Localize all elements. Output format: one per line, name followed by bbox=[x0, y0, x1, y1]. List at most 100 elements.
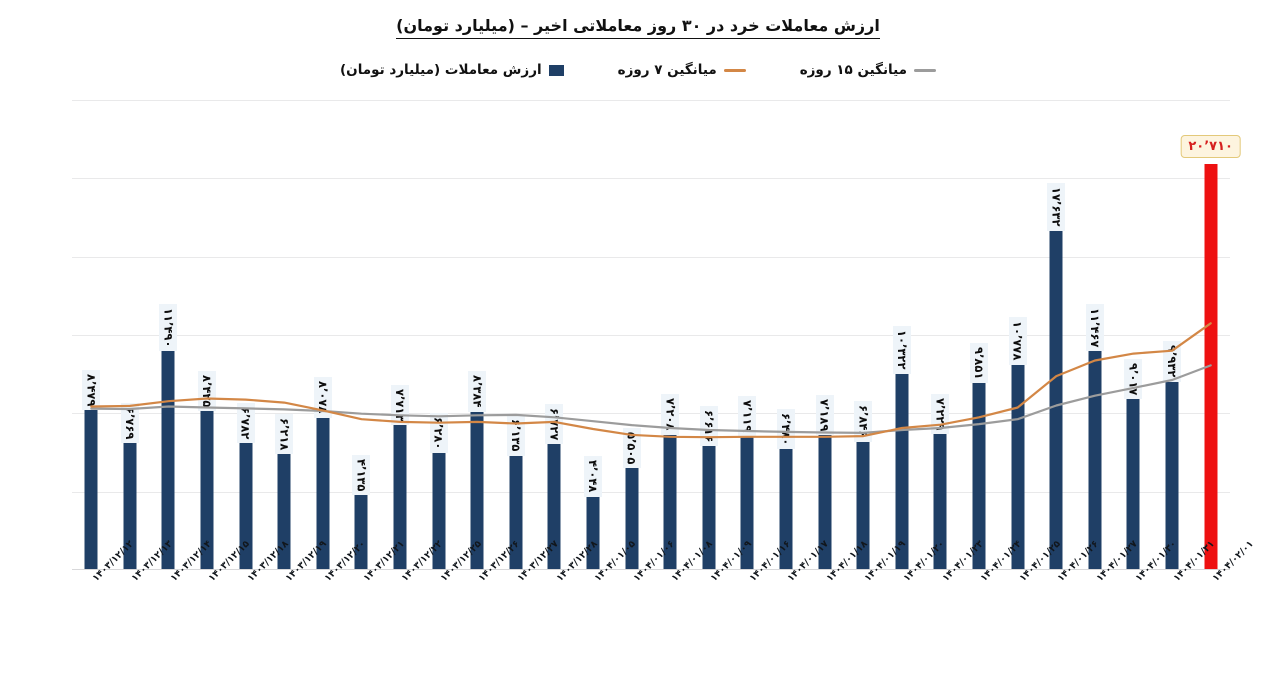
legend-line-swatch-avg7 bbox=[723, 68, 746, 72]
bar-value-label: ۵٬۵۰۵ bbox=[622, 427, 641, 469]
bar-slot: ۶٬۴۸۰ bbox=[767, 100, 806, 570]
bar-slot: ۱۰٬۷۷۸ bbox=[998, 100, 1037, 570]
bar[interactable] bbox=[740, 430, 754, 570]
chart-title-text: ارزش معاملات خرد در ۳۰ روز معاملاتی اخیر… bbox=[396, 16, 880, 39]
bar[interactable] bbox=[547, 438, 561, 570]
chart-plot-area: ۸٬۴۷۹ ۶٬۷۶۹ ۱۱٬۴۹۰ ۸٬۴۲۵ ۶٬۷۸۲ ۶٬۲۱۸ ۸٬۰۷۸ ۴٬۱۳… bbox=[72, 100, 1241, 570]
bar-slot: ۶٬۱۳۵ bbox=[497, 100, 536, 570]
bar[interactable] bbox=[1049, 224, 1063, 570]
legend-line-swatch-avg15 bbox=[914, 68, 936, 72]
legend-label-value: ارزش معاملات (میلیارد تومان) bbox=[340, 62, 542, 78]
gridline-4 bbox=[72, 178, 1230, 180]
x-axis-labels: ۱۴۰۳/۱۲/۱۲ ۱۴۰۳/۱۲/۱۳ ۱۴۰۳/۱۲/۱۴ ۱۴۰۳/۱۲/۱۵… bbox=[72, 539, 1256, 642]
bar-slot: ۸٬۴۷۹ bbox=[72, 100, 111, 570]
bar-value-label: ۶٬۲۸۰ bbox=[429, 412, 448, 454]
bar-slot: ۱۷٬۶۳۲ bbox=[1037, 100, 1076, 570]
legend-item-avg7[interactable]: میانگین ۷ روزه bbox=[618, 62, 746, 78]
bar[interactable] bbox=[586, 490, 600, 570]
bar-value-label: ۸٬۰۷۸ bbox=[313, 377, 332, 418]
gridline-5 bbox=[72, 100, 1230, 101]
bar-value-label: ۷٬۷۱۳ bbox=[391, 384, 410, 425]
bar-slot: ۷٬۷۱۳ bbox=[381, 100, 420, 570]
bars-group: ۸٬۴۷۹ ۶٬۷۶۹ ۱۱٬۴۹۰ ۸٬۴۲۵ ۶٬۷۸۲ ۶٬۲۱۸ ۸٬۰۷۸ ۴٬۱۳… bbox=[72, 100, 1241, 570]
bar-value-label: ۱۱٬۴۹۰ bbox=[159, 303, 178, 351]
bar[interactable] bbox=[779, 443, 793, 570]
bar[interactable] bbox=[161, 345, 175, 570]
bar[interactable] bbox=[393, 418, 407, 570]
bar-slot: ۸٬۴۲۵ bbox=[188, 100, 227, 570]
bar-slot: ۲۰٬۷۱۰ bbox=[1180, 100, 1241, 570]
bar-slot: ۶٬۷۸۲ bbox=[226, 100, 265, 570]
bar-value-label: ۱۰٬۷۷۸ bbox=[1008, 317, 1027, 365]
bar-value-label: ۶٬۷۸۲ bbox=[236, 402, 255, 444]
bar-highlighted[interactable] bbox=[1204, 164, 1218, 570]
bar[interactable] bbox=[933, 428, 947, 570]
bar-slot: ۷٬۱۸۹ bbox=[805, 100, 844, 570]
gridline-0 bbox=[72, 491, 1230, 493]
bar-value-label: ۴٬۰۴۸ bbox=[584, 456, 603, 497]
bar-slot: ۶٬۷۶۹ bbox=[111, 100, 150, 570]
bar[interactable] bbox=[702, 440, 716, 570]
bar-value-label: ۹٬۰۱۷ bbox=[1124, 358, 1143, 400]
bar[interactable] bbox=[1011, 358, 1025, 570]
bar-slot: ۶٬۷۲۷ bbox=[535, 100, 574, 570]
bar-value-label: ۶٬۸۴۶ bbox=[854, 401, 873, 442]
bar-value-label: ۸٬۴۷۹ bbox=[82, 369, 101, 410]
bar-value-label: ۴٬۱۳۵ bbox=[352, 454, 371, 496]
bar-slot: ۱۰٬۳۲۲ bbox=[883, 100, 922, 570]
legend-box-swatch-value bbox=[548, 64, 564, 76]
bar[interactable] bbox=[123, 437, 137, 570]
bar-slot: ۱۱٬۴۹۰ bbox=[149, 100, 188, 570]
bar-slot: ۷٬۱۱۹ bbox=[728, 100, 767, 570]
bar[interactable] bbox=[470, 405, 484, 570]
bar-value-flag: ۲۰٬۷۱۰ bbox=[1180, 135, 1241, 159]
bar-value-label: ۸٬۴۲۵ bbox=[198, 370, 217, 412]
bar-slot: ۸٬۰۷۸ bbox=[304, 100, 343, 570]
legend-label-avg15: میانگین ۱۵ روزه bbox=[799, 62, 907, 78]
bar[interactable] bbox=[200, 405, 214, 570]
bar[interactable] bbox=[432, 447, 446, 570]
bar-slot: ۶٬۲۸۰ bbox=[419, 100, 458, 570]
chart-legend: میانگین ۱۵ روزه میانگین ۷ روزه ارزش معام… bbox=[0, 62, 1276, 78]
bar-value-label: ۶٬۷۲۷ bbox=[545, 403, 564, 445]
bar[interactable] bbox=[818, 429, 832, 570]
bar[interactable] bbox=[277, 448, 291, 570]
bar-slot: ۹٬۸۵۱ bbox=[960, 100, 999, 570]
legend-item-value[interactable]: ارزش معاملات (میلیارد تومان) bbox=[340, 62, 564, 78]
bar-value-label: ۶٬۱۳۵ bbox=[506, 415, 525, 456]
bar-slot: ۷٬۲۰۸ bbox=[651, 100, 690, 570]
bar[interactable] bbox=[354, 489, 368, 570]
bar-slot: ۶٬۲۱۸ bbox=[265, 100, 304, 570]
bar-slot: ۱۱٬۴۶۷ bbox=[1076, 100, 1115, 570]
page-title: ارزش معاملات خرد در ۳۰ روز معاملاتی اخیر… bbox=[0, 16, 1276, 39]
bar-value-label: ۷٬۱۱۹ bbox=[738, 396, 757, 437]
bar[interactable] bbox=[509, 449, 523, 570]
bar-value-label: ۷٬۲۲۹ bbox=[931, 393, 950, 435]
bar-value-label: ۹٬۹۳۲ bbox=[1163, 341, 1182, 382]
bar-slot: ۴٬۰۴۸ bbox=[574, 100, 613, 570]
legend-label-avg7: میانگین ۷ روزه bbox=[617, 62, 717, 78]
bar-slot: ۶٬۶۱۶ bbox=[690, 100, 729, 570]
x-axis-baseline bbox=[72, 569, 1230, 570]
bar[interactable] bbox=[316, 411, 330, 570]
bar-slot: ۹٬۹۳۲ bbox=[1153, 100, 1192, 570]
bar-value-label: ۶٬۲۱۸ bbox=[275, 413, 294, 455]
bar-slot: ۶٬۸۴۶ bbox=[844, 100, 883, 570]
bar-value-label: ۱۱٬۴۶۷ bbox=[1085, 303, 1104, 352]
bar-slot: ۹٬۰۱۷ bbox=[1114, 100, 1153, 570]
bar-value-label: ۹٬۸۵۱ bbox=[970, 342, 989, 384]
bar[interactable] bbox=[239, 437, 253, 570]
legend-item-avg15[interactable]: میانگین ۱۵ روزه bbox=[800, 62, 936, 78]
bar[interactable] bbox=[84, 403, 98, 570]
bar-value-label: ۷٬۱۸۹ bbox=[815, 394, 834, 436]
bar-value-label: ۶٬۷۶۹ bbox=[120, 403, 139, 444]
bar[interactable] bbox=[625, 462, 639, 570]
bar-slot: ۵٬۵۰۵ bbox=[612, 100, 651, 570]
bar[interactable] bbox=[1088, 345, 1102, 570]
bar-value-label: ۱۷٬۶۳۲ bbox=[1047, 183, 1066, 231]
bar[interactable] bbox=[663, 428, 677, 570]
bar-slot: ۸٬۳۸۴ bbox=[458, 100, 497, 570]
bar-value-label: ۱۰٬۳۲۲ bbox=[892, 326, 911, 374]
gridline-3 bbox=[72, 256, 1230, 258]
bar[interactable] bbox=[856, 435, 870, 570]
